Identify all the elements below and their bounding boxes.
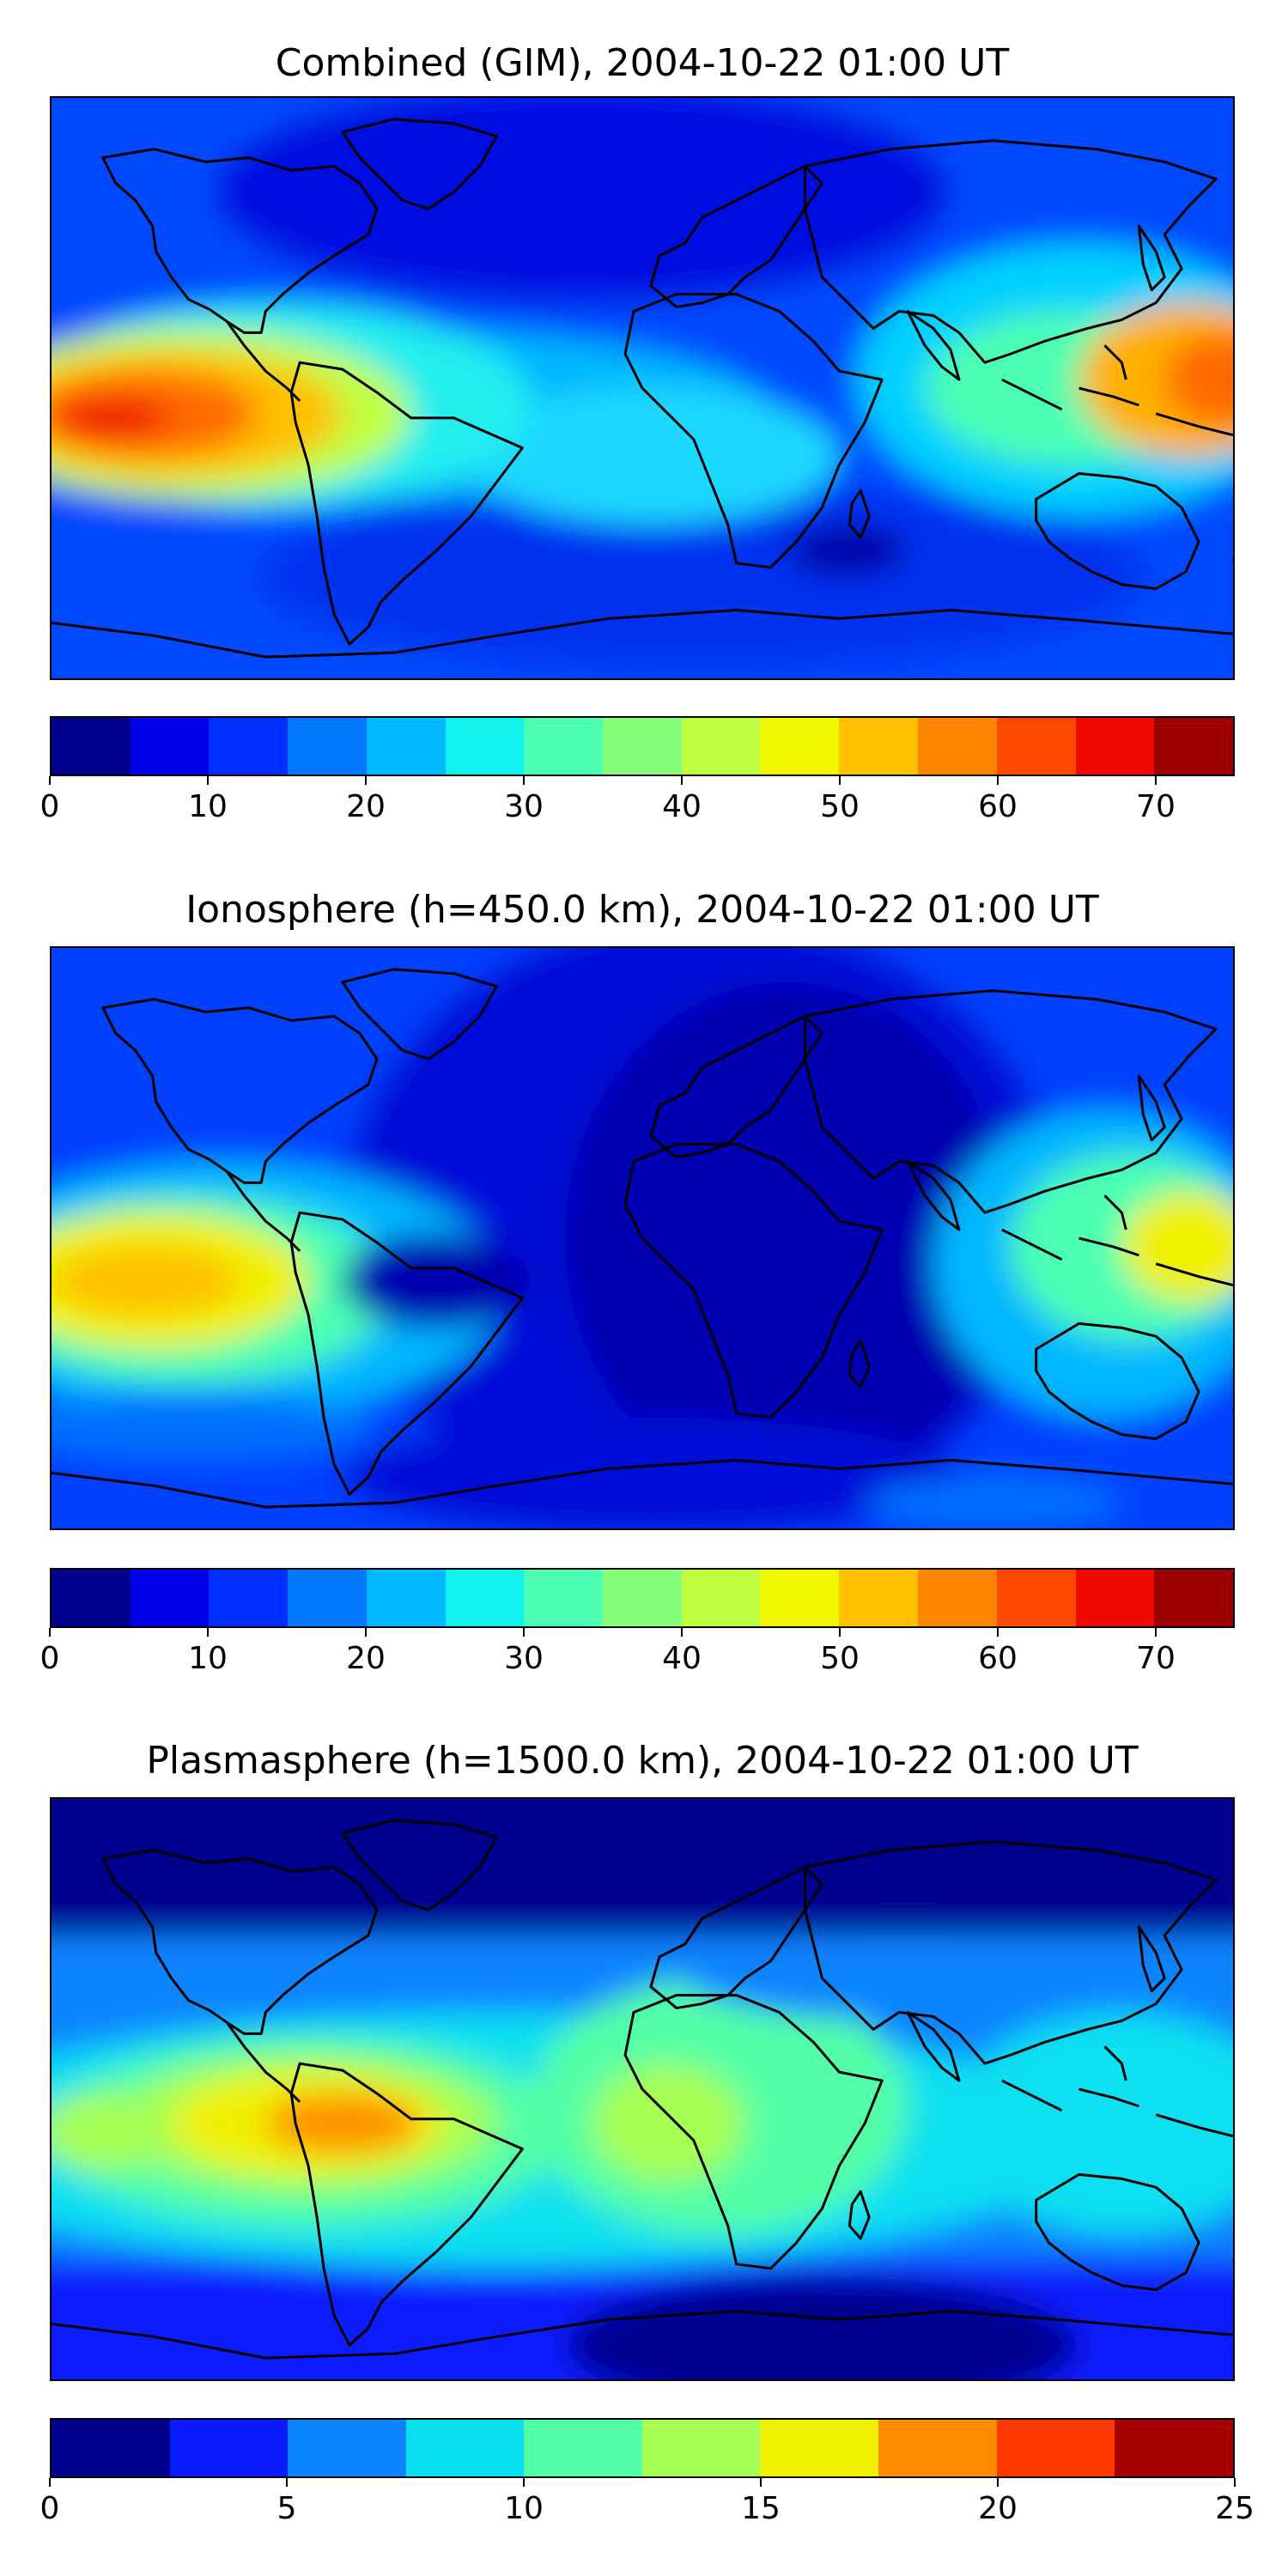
colorbar-segment: [445, 1570, 525, 1626]
colorbar-tick-label: 50: [820, 1641, 860, 1676]
colorbar-tick-label: 70: [1136, 1641, 1176, 1676]
colorbar-tick-label: 40: [662, 789, 702, 824]
colorbar-segment: [878, 2420, 997, 2476]
colorbar-tick-label: 0: [39, 2491, 60, 2526]
colorbar-segment: [996, 2420, 1115, 2476]
colorbar-segment: [524, 1570, 604, 1626]
colorbar-segment: [52, 1570, 131, 1626]
colorbar-tick-label: 60: [978, 1641, 1018, 1676]
colorbar-segment: [918, 1570, 997, 1626]
colorbar-ticks: 0 10 20 30 40 50 60 70: [40, 1628, 1235, 1680]
colorbar-segment: [1115, 2420, 1233, 2476]
colorbar-segment: [366, 718, 446, 775]
colorbar-segment: [52, 718, 131, 775]
colorbar-segment: [1154, 718, 1234, 775]
colorbar-tick-label: 30: [504, 1641, 544, 1676]
colorbar-segment: [524, 718, 604, 775]
colorbar-segment: [681, 1570, 761, 1626]
panel-title: Ionosphere (h=450.0 km), 2004-10-22 01:0…: [185, 888, 1099, 932]
colorbar-tick-label: 20: [978, 2491, 1018, 2526]
colorbar-segment: [405, 2420, 525, 2476]
colorbar-segment: [918, 718, 997, 775]
colorbar-segment: [288, 718, 367, 775]
panel-title: Combined (GIM), 2004-10-22 01:00 UT: [275, 41, 1010, 85]
colorbar-segment: [839, 718, 919, 775]
colorbar-tick-label: 0: [39, 789, 60, 824]
colorbar-tick-label: 0: [39, 1641, 60, 1676]
colorbar-segment: [839, 1570, 919, 1626]
colorbar-segment: [760, 2420, 879, 2476]
colorbar-segment: [445, 718, 525, 775]
colorbar-tick-label: 5: [276, 2491, 297, 2526]
colorbar-segment: [209, 718, 289, 775]
tec-map-plasmasphere: [50, 1797, 1235, 2381]
colorbar-segment: [130, 718, 210, 775]
colorbar-tick-label: 60: [978, 789, 1018, 824]
colorbar-tick-label: 50: [820, 789, 860, 824]
colorbar-segment: [366, 1570, 446, 1626]
tec-map-combined: [50, 96, 1235, 680]
colorbar-ticks: 0 10 20 30 40 50 60 70: [40, 776, 1235, 828]
colorbar: [50, 716, 1235, 776]
colorbar-tick-label: 15: [741, 2491, 781, 2526]
colorbar-segment: [1075, 1570, 1155, 1626]
colorbar-segment: [603, 718, 682, 775]
colorbar: [50, 1568, 1235, 1628]
colorbar-tick-label: 10: [188, 1641, 228, 1676]
colorbar-segment: [288, 2420, 406, 2476]
colorbar-segment: [1154, 1570, 1234, 1626]
colorbar-segment: [288, 1570, 367, 1626]
tec-map-ionosphere: [50, 946, 1235, 1530]
colorbar-segment: [641, 2420, 761, 2476]
colorbar: [50, 2418, 1235, 2478]
colorbar-tick-label: 30: [504, 789, 544, 824]
colorbar-segment: [996, 718, 1076, 775]
colorbar-tick-label: 25: [1215, 2491, 1255, 2526]
colorbar-segment: [209, 1570, 289, 1626]
colorbar-ticks: 0 5 10 15 20 25: [40, 2478, 1255, 2530]
colorbar-tick-label: 70: [1136, 789, 1176, 824]
colorbar-segment: [760, 1570, 840, 1626]
colorbar-segment: [52, 2420, 170, 2476]
colorbar-segment: [169, 2420, 289, 2476]
colorbar-segment: [524, 2420, 642, 2476]
colorbar-segment: [760, 718, 840, 775]
colorbar-tick-label: 40: [662, 1641, 702, 1676]
colorbar-segment: [130, 1570, 210, 1626]
colorbar-segment: [1075, 718, 1155, 775]
colorbar-segment: [996, 1570, 1076, 1626]
colorbar-tick-label: 20: [346, 1641, 386, 1676]
colorbar-tick-label: 10: [504, 2491, 544, 2526]
colorbar-tick-label: 10: [188, 789, 228, 824]
colorbar-tick-label: 20: [346, 789, 386, 824]
panel-title: Plasmasphere (h=1500.0 km), 2004-10-22 0…: [146, 1739, 1139, 1783]
colorbar-segment: [603, 1570, 682, 1626]
colorbar-segment: [681, 718, 761, 775]
